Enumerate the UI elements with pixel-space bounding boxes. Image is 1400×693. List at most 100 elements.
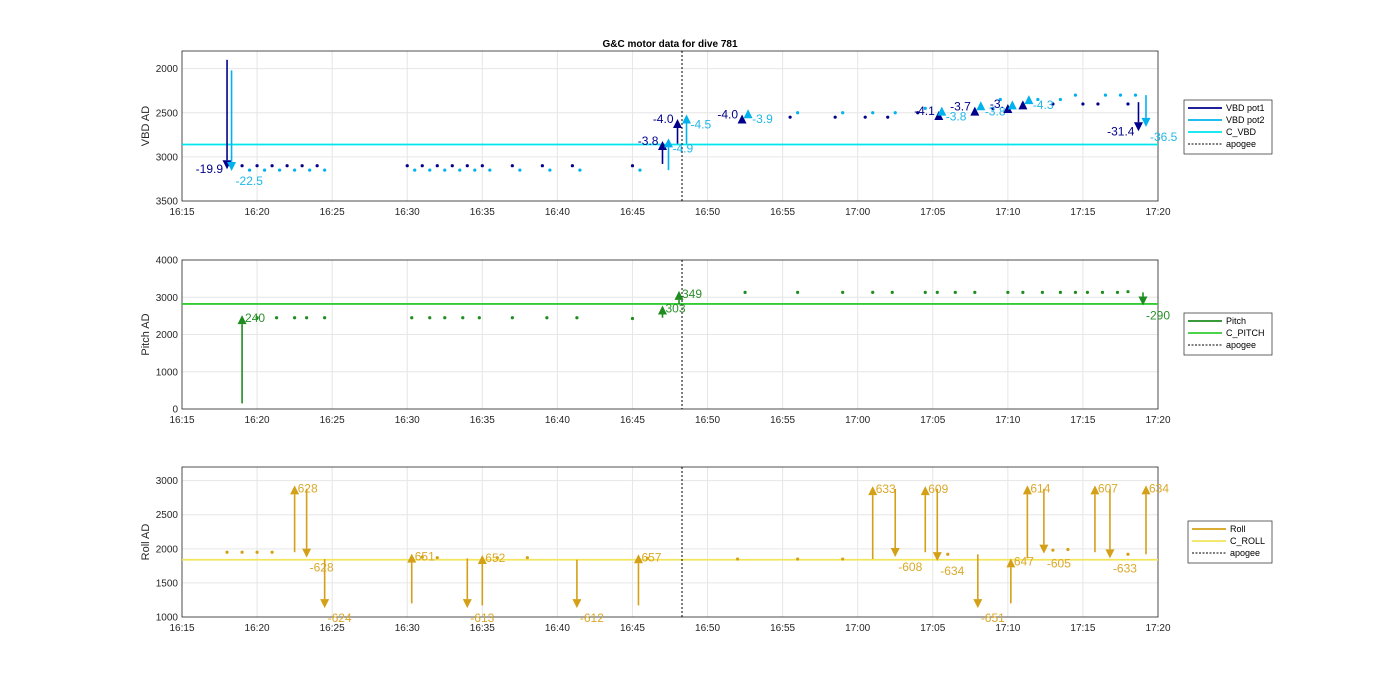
move-label: 647	[1014, 554, 1034, 568]
move-label: -4.0	[717, 108, 738, 122]
move-arrow-head	[572, 599, 582, 609]
x-tick-label: 16:15	[169, 207, 194, 218]
move-arrow-head	[1006, 558, 1016, 568]
move-label: -3.8	[985, 104, 1006, 118]
legend-entry: Pitch	[1226, 316, 1246, 326]
x-tick-label: 16:25	[320, 207, 345, 218]
move-arrow-head	[1039, 544, 1049, 554]
legend-entry: Roll	[1230, 524, 1246, 534]
move-arrow-head	[1141, 117, 1151, 127]
move-label: -4.9	[672, 141, 693, 155]
data-point	[735, 557, 740, 561]
data-point	[473, 168, 477, 172]
move-label: -3.	[990, 97, 1004, 111]
x-tick-label: 16:15	[169, 623, 194, 634]
move-label: -36.5	[1150, 130, 1178, 144]
data-point	[315, 164, 319, 168]
x-tick-label: 16:40	[545, 207, 570, 218]
move-arrow-head	[657, 305, 667, 315]
axes-box	[181, 259, 1159, 410]
data-point	[405, 164, 409, 168]
x-tick-label: 16:40	[545, 623, 570, 634]
data-point	[240, 164, 244, 168]
move-label: -4.5	[691, 118, 712, 132]
x-tick-label: 16:45	[620, 415, 645, 426]
x-tick-label: 17:15	[1070, 207, 1095, 218]
data-point	[1073, 93, 1078, 97]
move-arrow-head	[1003, 103, 1013, 113]
data-point	[300, 164, 304, 168]
move-arrow-head	[868, 486, 878, 496]
data-point	[893, 111, 897, 115]
move-arrow-head	[1090, 485, 1100, 495]
move-label: -31.4	[1107, 124, 1135, 138]
x-tick-label: 16:30	[395, 415, 420, 426]
y-tick-label: 3500	[156, 197, 179, 208]
data-point	[518, 168, 522, 172]
x-tick-label: 16:35	[470, 415, 495, 426]
move-arrow-head	[1007, 100, 1017, 110]
move-arrow-head	[477, 554, 487, 564]
legend-entry: VBD pot2	[1226, 115, 1265, 125]
move-arrow-head	[737, 114, 747, 124]
panel-3: 16:15 16:20 16:25 16:30 16:35 16:40 16:45 16:50…	[140, 466, 1273, 634]
data-point	[461, 316, 465, 320]
data-point	[420, 164, 424, 168]
move-label: -4.0	[653, 112, 674, 126]
y-axis-label: Roll AD	[140, 524, 152, 561]
legend-box	[1187, 520, 1273, 564]
data-point	[305, 316, 309, 320]
data-point	[308, 168, 312, 172]
data-point	[796, 290, 800, 295]
y-axis-label: VBD AD	[140, 106, 152, 146]
data-point	[953, 290, 957, 295]
x-tick-label: 17:20	[1145, 415, 1170, 426]
move-arrow-head	[890, 548, 900, 557]
data-point	[935, 290, 939, 295]
data-point	[247, 168, 252, 172]
data-point	[923, 290, 927, 295]
data-point	[270, 550, 274, 554]
data-point	[890, 290, 894, 295]
x-tick-label: 16:55	[770, 207, 795, 218]
x-tick-label: 17:20	[1145, 623, 1170, 634]
y-tick-label: 2500	[156, 510, 179, 521]
move-arrow-head	[1018, 100, 1028, 110]
move-arrow-head	[227, 162, 237, 171]
move-arrow-head	[633, 554, 643, 564]
move-arrow-head	[407, 553, 417, 563]
move-arrow-head	[1022, 485, 1032, 495]
move-label: 607	[1098, 481, 1118, 495]
move-arrow-head	[920, 486, 930, 496]
data-point	[886, 115, 890, 119]
data-point	[916, 111, 920, 115]
x-tick-label: 17:05	[920, 415, 945, 426]
x-tick-label: 16:50	[695, 623, 720, 634]
move-label: -4.3	[1033, 98, 1054, 112]
data-point	[796, 557, 800, 561]
x-tick-label: 16:30	[395, 207, 420, 218]
y-tick-label: 4000	[156, 256, 179, 267]
move-arrow-head	[657, 141, 667, 150]
data-point	[1126, 552, 1130, 556]
data-point	[1100, 290, 1105, 295]
chart-title: G&C motor data for dive 781	[602, 39, 737, 50]
move-label: -290	[1146, 308, 1170, 322]
move-label: -651	[981, 611, 1005, 625]
data-point	[413, 168, 417, 172]
move-label: 240	[245, 311, 265, 325]
panel-1: 16:15 16:20 16:25 16:30 16:35 16:40 16:45 16:50…	[140, 39, 1273, 218]
move-label: -613	[470, 611, 494, 625]
data-point	[833, 115, 837, 119]
x-tick-label: 17:15	[1070, 623, 1095, 634]
data-point	[575, 316, 579, 320]
move-arrow-head	[973, 599, 983, 609]
data-point	[1081, 102, 1085, 106]
move-arrow-head	[237, 315, 247, 325]
x-tick-label: 16:25	[320, 415, 345, 426]
axes-box	[181, 50, 1159, 202]
data-point	[293, 316, 297, 320]
x-tick-label: 17:15	[1070, 415, 1095, 426]
move-label: -22.5	[236, 174, 264, 188]
data-point	[1126, 290, 1130, 294]
